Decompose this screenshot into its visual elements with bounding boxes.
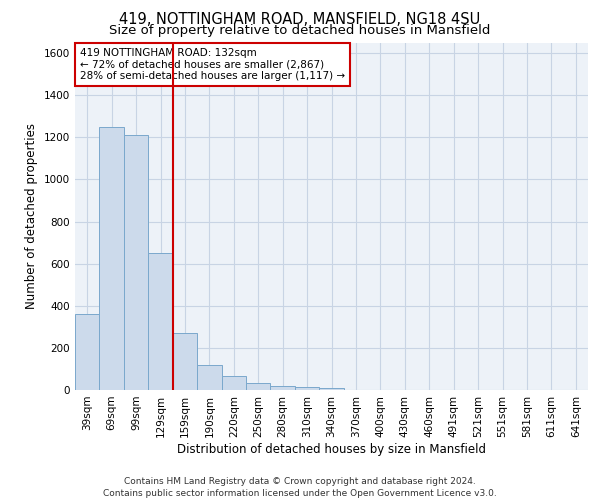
Bar	[246, 382, 271, 390]
Text: Contains HM Land Registry data © Crown copyright and database right 2024.
Contai: Contains HM Land Registry data © Crown c…	[103, 476, 497, 498]
X-axis label: Distribution of detached houses by size in Mansfield: Distribution of detached houses by size …	[177, 442, 486, 456]
Text: Size of property relative to detached houses in Mansfield: Size of property relative to detached ho…	[109, 24, 491, 37]
Bar	[319, 388, 344, 390]
Y-axis label: Number of detached properties: Number of detached properties	[25, 123, 38, 309]
Text: 419, NOTTINGHAM ROAD, MANSFIELD, NG18 4SU: 419, NOTTINGHAM ROAD, MANSFIELD, NG18 4S…	[119, 12, 481, 28]
Bar	[75, 314, 100, 390]
Bar	[271, 386, 295, 390]
Bar	[148, 253, 173, 390]
Text: 419 NOTTINGHAM ROAD: 132sqm
← 72% of detached houses are smaller (2,867)
28% of : 419 NOTTINGHAM ROAD: 132sqm ← 72% of det…	[80, 48, 345, 81]
Bar	[100, 126, 124, 390]
Bar	[221, 376, 246, 390]
Bar	[197, 364, 221, 390]
Bar	[173, 333, 197, 390]
Bar	[295, 387, 319, 390]
Bar	[124, 135, 148, 390]
